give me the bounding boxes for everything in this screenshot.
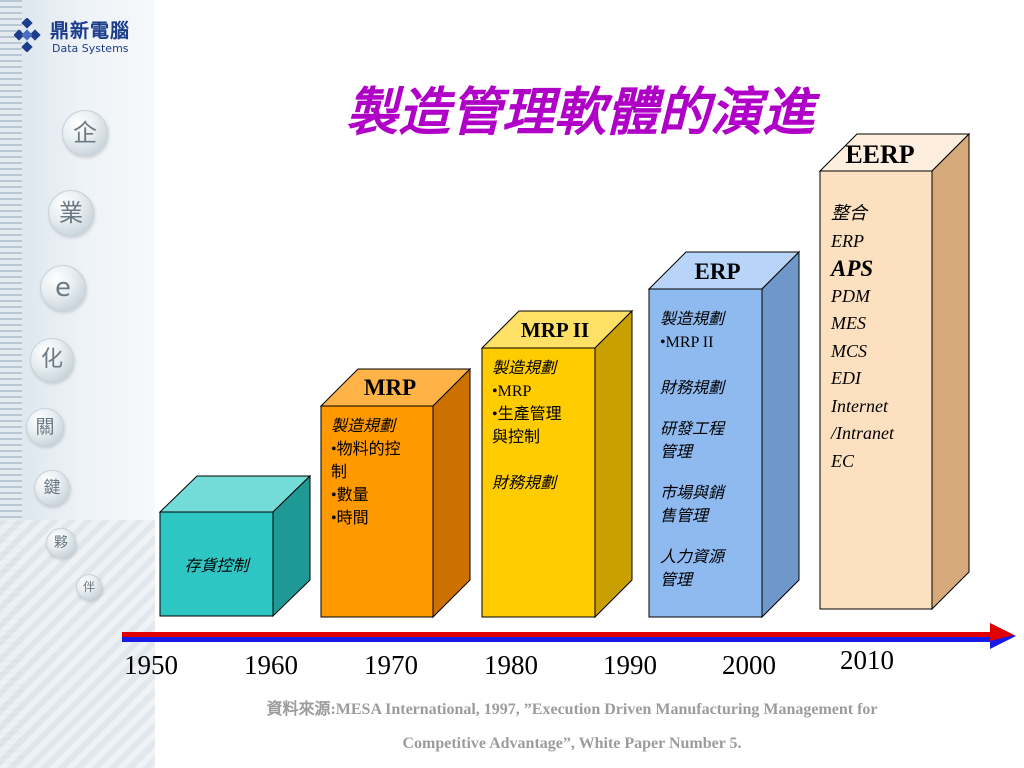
eerp-item: EDI: [831, 368, 861, 388]
erp-block: [647, 250, 801, 619]
mrp-line: 製造規劃: [331, 418, 396, 435]
eerp-header: EERP: [845, 140, 915, 169]
eerp-item: /Intranet: [831, 423, 894, 443]
mrp2-block: [480, 309, 634, 619]
erp-line: 管理: [660, 572, 693, 589]
sidebar-bead: 關: [26, 408, 64, 446]
eerp-body: 整合 ERP APS PDM MES MCS EDI Internet /Int…: [831, 200, 931, 475]
year-label: 1980: [484, 650, 538, 680]
sidebar-bead: 化: [30, 338, 74, 382]
eerp-item: APS: [831, 256, 874, 281]
erp-body: 製造規劃 •MRP II 財務規劃 研發工程 管理 市場與銷 售管理 人力資源 …: [660, 308, 760, 592]
mrp-line: •數量: [331, 487, 369, 504]
year-label: 1990: [603, 650, 657, 680]
mrp-line: •時間: [331, 510, 369, 527]
inventory-label: 存貨控制: [184, 558, 249, 575]
erp-line: 製造規劃: [660, 311, 725, 328]
eerp-item: Internet: [831, 395, 888, 416]
sidebar-bead: 夥: [46, 528, 76, 558]
mrp-line: 制: [331, 464, 348, 481]
eerp-item: 整合: [831, 203, 867, 223]
erp-header: ERP: [694, 259, 741, 284]
mrp2-line: 與控制: [492, 429, 541, 446]
mrp2-line: 製造規劃: [492, 360, 557, 377]
keyboard-graphic: [0, 520, 155, 768]
company-logo: 鼎新電腦 Data Systems: [8, 14, 153, 64]
erp-line: 市場與銷: [660, 485, 725, 502]
source-citation: 資料來源:MESA International, 1997, ”Executio…: [120, 693, 1024, 761]
erp-line: 研發工程: [660, 421, 725, 438]
sidebar-bead: e: [40, 265, 86, 311]
mrp2-line: •生產管理: [492, 406, 562, 423]
source-line: Competitive Advantage”, White Paper Numb…: [402, 735, 742, 752]
eerp-block: [818, 132, 971, 611]
year-label: 2010: [840, 645, 894, 675]
year-label: 1950: [124, 650, 178, 680]
sidebar-decoration: 鼎新電腦 Data Systems 企 業 e 化 關 鍵 夥 伴: [0, 0, 155, 768]
inventory-block: [158, 474, 312, 618]
logo-name-cn: 鼎新電腦: [50, 20, 131, 42]
logo-mark-icon: [14, 18, 41, 52]
mrp2-line: 財務規劃: [492, 475, 557, 492]
erp-line: 售管理: [660, 508, 709, 525]
erp-line: 管理: [660, 444, 693, 461]
sidebar-bead: 伴: [76, 574, 102, 600]
eerp-item: EC: [831, 450, 855, 471]
mrp-block: [319, 367, 472, 619]
mrp2-header: MRP II: [520, 318, 590, 342]
sidebar-bead: 鍵: [34, 470, 70, 506]
sidebar-bead: 業: [48, 190, 94, 236]
erp-line: •MRP II: [660, 334, 714, 351]
eerp-item: ERP: [831, 230, 864, 251]
eerp-item: MCS: [831, 340, 867, 361]
erp-line: 財務規劃: [660, 380, 725, 397]
mrp-header: MRP: [363, 375, 417, 400]
sidebar-bead: 企: [62, 110, 108, 156]
eerp-item: MES: [831, 313, 866, 333]
year-label: 1960: [244, 650, 298, 680]
timeline-arrow: [122, 623, 1016, 649]
year-label: 2000: [722, 650, 776, 680]
erp-line: 人力資源: [660, 549, 725, 566]
mrp2-line: •MRP: [492, 383, 532, 400]
year-label: 1970: [364, 650, 418, 680]
source-line: 資料來源:MESA International, 1997, ”Executio…: [266, 701, 878, 718]
mrp-body: 製造規劃 •物料的控 制 •數量 •時間: [331, 415, 431, 530]
mrp-line: •物料的控: [331, 441, 401, 458]
eerp-item: PDM: [831, 285, 870, 306]
slide-title: 製造管理軟體的演進: [345, 82, 814, 143]
logo-name-en: Data Systems: [52, 42, 129, 55]
mrp2-body: 製造規劃 •MRP •生產管理 與控制 財務規劃: [492, 357, 592, 495]
